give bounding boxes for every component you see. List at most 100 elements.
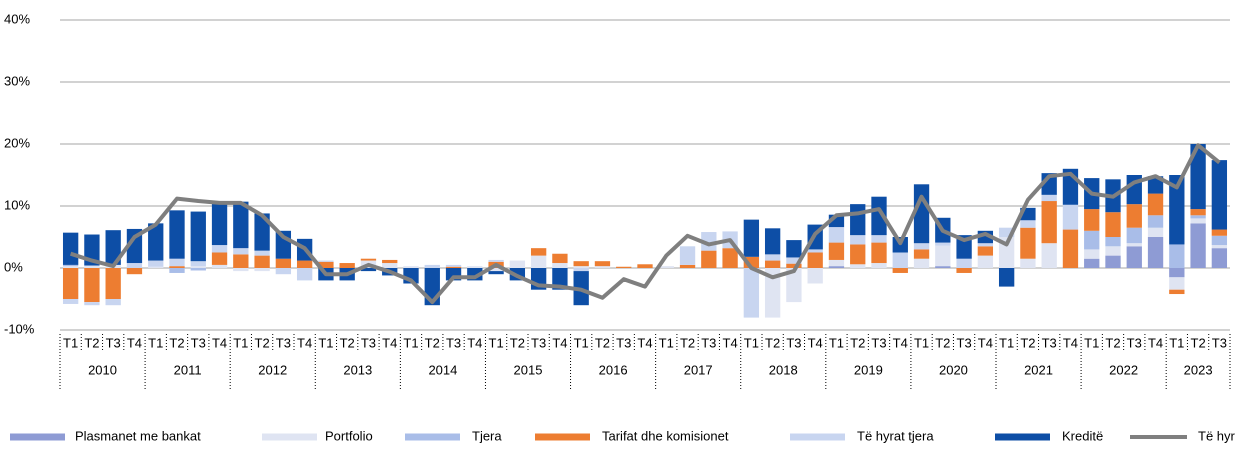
line-series xyxy=(69,143,1221,305)
x-tick-label: T3 xyxy=(786,335,801,350)
bar-segment xyxy=(594,261,611,267)
x-tick-label: T2 xyxy=(765,335,780,350)
bar-segment xyxy=(509,260,526,268)
bar-segment xyxy=(254,250,270,256)
year-label: 2010 xyxy=(88,362,117,377)
bar-segment xyxy=(1020,227,1036,259)
legend-swatch xyxy=(405,433,460,441)
bar-segment xyxy=(233,268,249,272)
bar-segment xyxy=(828,259,845,267)
bar-segment xyxy=(935,245,951,267)
bar-segment xyxy=(211,252,228,265)
bar-segment xyxy=(1062,229,1079,268)
bar-segment xyxy=(1147,215,1164,228)
x-tick-label: T2 xyxy=(340,335,355,350)
x-tick-label: T1 xyxy=(403,335,418,350)
bar-segment xyxy=(679,246,696,265)
bar-segment xyxy=(573,268,589,272)
bar-segment xyxy=(488,268,504,272)
x-tick-label: T4 xyxy=(1063,335,1078,350)
bar-segment xyxy=(233,201,249,249)
bar-segment xyxy=(126,268,143,275)
year-label: 2019 xyxy=(854,362,883,377)
bar-segment xyxy=(1190,218,1206,224)
bar-segment xyxy=(1105,255,1121,268)
bar-segment xyxy=(764,228,781,255)
bar-segment xyxy=(871,263,887,268)
bar-segment xyxy=(233,248,249,255)
y-tick-label: 20% xyxy=(4,135,30,150)
bar-segment xyxy=(998,227,1015,237)
x-tick-label: T1 xyxy=(999,335,1014,350)
x-tick-label: T4 xyxy=(808,335,823,350)
bar-segment xyxy=(1084,258,1100,268)
year-label: 2011 xyxy=(174,362,202,377)
year-label: 2017 xyxy=(684,362,713,377)
bar-segment xyxy=(1105,212,1121,237)
bar-segment xyxy=(1190,144,1206,210)
x-tick-label: T2 xyxy=(510,335,525,350)
bar-segment xyxy=(190,266,206,268)
bar-segment xyxy=(1211,248,1228,268)
x-tick-label: T3 xyxy=(1212,335,1227,350)
bar-segment xyxy=(786,257,802,264)
bar-segment xyxy=(743,219,760,257)
bar-segment xyxy=(594,266,611,268)
bar-segment xyxy=(764,254,781,261)
bar-segment xyxy=(1105,246,1121,256)
bar-segment xyxy=(1062,204,1079,230)
bar-segment xyxy=(807,249,823,253)
x-tick-label: T4 xyxy=(552,335,567,350)
bar-segment xyxy=(1041,194,1057,202)
bar-segment xyxy=(148,223,164,261)
year-label: 2014 xyxy=(428,362,457,377)
bar-segment xyxy=(1169,244,1185,268)
legend-swatch xyxy=(790,433,845,441)
x-tick-label: T2 xyxy=(1105,335,1120,350)
legend-label: Plasmanet me bankat xyxy=(75,428,201,443)
bar-segment xyxy=(679,264,696,268)
bar-segment xyxy=(807,252,823,268)
x-tick-label: T2 xyxy=(425,335,440,350)
bar-segment xyxy=(935,266,951,268)
x-tick-label: T3 xyxy=(871,335,886,350)
bar-segment xyxy=(552,263,568,268)
bar-segment xyxy=(105,268,121,299)
bar-segment xyxy=(530,248,547,256)
legend-swatch xyxy=(10,433,65,441)
bar-segment xyxy=(403,266,419,268)
x-tick-label: T2 xyxy=(84,335,99,350)
bar-segment xyxy=(722,248,738,268)
x-tick-label: T2 xyxy=(1191,335,1206,350)
bar-segment xyxy=(318,261,334,268)
bar-segment xyxy=(148,266,164,268)
y-tick-label: -10% xyxy=(4,321,35,336)
bar-segment xyxy=(148,260,164,267)
legend-label: Tarifat dhe komisionet xyxy=(602,428,729,443)
bar-segment xyxy=(275,268,292,275)
x-tick-label: T1 xyxy=(148,335,163,350)
x-tick-label: T2 xyxy=(169,335,184,350)
bar-segment xyxy=(488,271,504,275)
bar-segment xyxy=(1020,258,1036,268)
bar-segment xyxy=(828,266,845,268)
x-tick-label: T1 xyxy=(659,335,674,350)
bar-segment xyxy=(1190,209,1206,216)
x-tick-label: T4 xyxy=(467,335,482,350)
bar-segment xyxy=(360,268,377,272)
x-tick-label: T3 xyxy=(701,335,716,350)
bar-segment xyxy=(1147,237,1164,268)
bar-segment xyxy=(913,184,930,244)
year-label: 2020 xyxy=(939,362,968,377)
bar-segment xyxy=(573,266,589,268)
bar-segment xyxy=(254,255,270,268)
bar-segment xyxy=(233,254,249,268)
bar-segment xyxy=(786,268,802,303)
bar-segment xyxy=(62,266,79,268)
bar-segment xyxy=(828,242,845,260)
bar-segment xyxy=(573,261,589,267)
bar-segment xyxy=(1211,160,1228,230)
x-tick-label: T4 xyxy=(978,335,993,350)
bar-segment xyxy=(1041,243,1057,268)
